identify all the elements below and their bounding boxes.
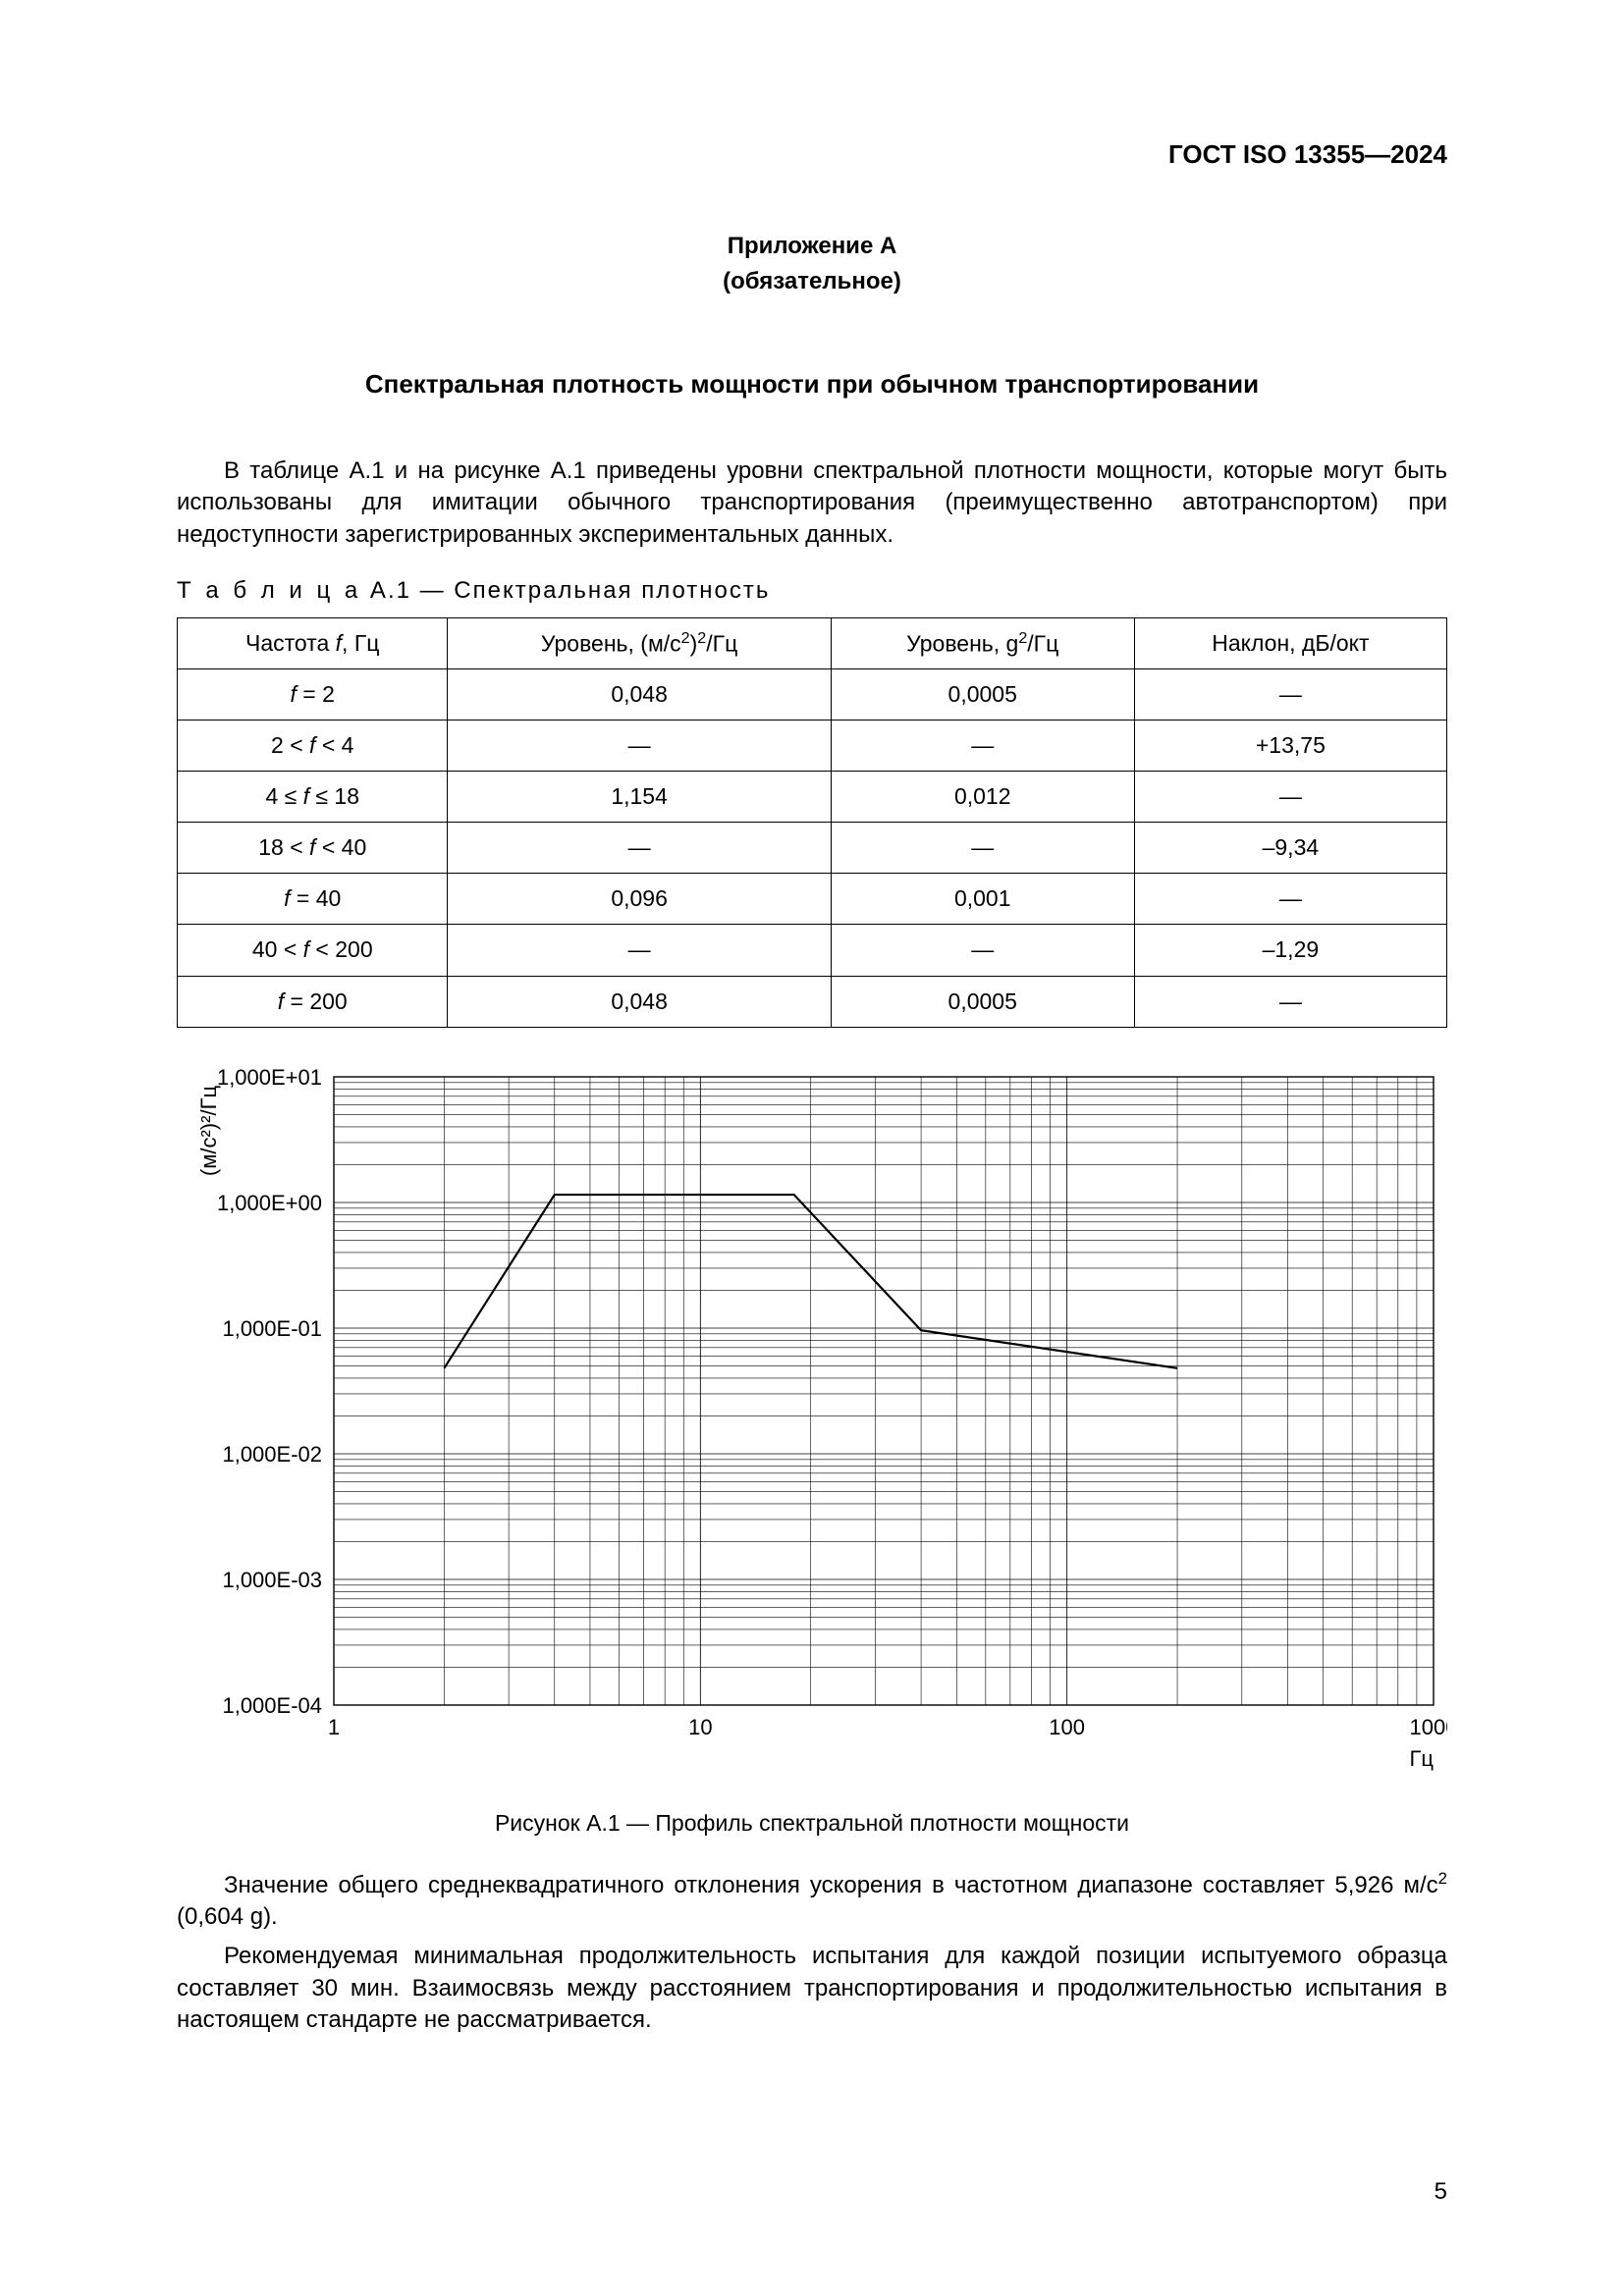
svg-text:1: 1 <box>328 1715 340 1739</box>
table-cell: 0,001 <box>831 874 1134 925</box>
table-cell: — <box>1134 772 1446 823</box>
table-cell: 4 ≤ f ≤ 18 <box>178 772 448 823</box>
svg-text:1,000E+01: 1,000E+01 <box>217 1067 322 1090</box>
section-title: Спектральная плотность мощности при обыч… <box>177 367 1447 401</box>
svg-text:1,000E-04: 1,000E-04 <box>222 1693 322 1718</box>
table-cell: –1,29 <box>1134 925 1446 976</box>
table-cell: 2 < f < 4 <box>178 721 448 772</box>
appendix-status: (обязательное) <box>177 266 1447 297</box>
table-body: f = 20,0480,0005—2 < f < 4——+13,754 ≤ f … <box>178 669 1447 1027</box>
table-header-row: Частота f, ГцУровень, (м/с2)2/ГцУровень,… <box>178 617 1447 669</box>
table-cell: — <box>831 823 1134 874</box>
table-cell: — <box>1134 976 1446 1027</box>
table-cell: –9,34 <box>1134 823 1446 874</box>
table-cell: 0,0005 <box>831 669 1134 721</box>
table-cell: 18 < f < 40 <box>178 823 448 874</box>
closing-paragraph-1: Значение общего среднеквадратичного откл… <box>177 1868 1447 1934</box>
table-cell: — <box>448 925 831 976</box>
svg-text:Гц: Гц <box>1409 1746 1434 1771</box>
table-cell: — <box>1134 669 1446 721</box>
table-cell: 0,048 <box>448 669 831 721</box>
table-row: 40 < f < 200——–1,29 <box>178 925 1447 976</box>
table-cell: — <box>831 721 1134 772</box>
intro-paragraph: В таблице А.1 и на рисунке А.1 приведены… <box>177 455 1447 551</box>
table-header-cell: Уровень, g2/Гц <box>831 617 1134 669</box>
table-cell: +13,75 <box>1134 721 1446 772</box>
document-code: ГОСТ ISO 13355—2024 <box>177 137 1447 172</box>
table-cell: — <box>448 823 831 874</box>
table-cell: 1,154 <box>448 772 831 823</box>
table-cell: f = 200 <box>178 976 448 1027</box>
svg-text:1,000E-03: 1,000E-03 <box>222 1568 322 1592</box>
table-row: 2 < f < 4——+13,75 <box>178 721 1447 772</box>
table-cell: — <box>1134 874 1446 925</box>
table-cell: — <box>831 925 1134 976</box>
svg-text:1000: 1000 <box>1410 1715 1447 1739</box>
table-header-cell: Наклон, дБ/окт <box>1134 617 1446 669</box>
table-caption-prefix: Т а б л и ц а <box>177 577 361 604</box>
svg-text:1,000E-01: 1,000E-01 <box>222 1316 322 1341</box>
svg-text:100: 100 <box>1049 1715 1085 1739</box>
table-header-cell: Уровень, (м/с2)2/Гц <box>448 617 831 669</box>
table-cell: f = 2 <box>178 669 448 721</box>
table-cell: 0,0005 <box>831 976 1134 1027</box>
spectral-density-table: Частота f, ГцУровень, (м/с2)2/ГцУровень,… <box>177 617 1447 1028</box>
table-row: 4 ≤ f ≤ 181,1540,012— <box>178 772 1447 823</box>
table-row: f = 20,0480,0005— <box>178 669 1447 721</box>
figure-caption: Рисунок А.1 — Профиль спектральной плотн… <box>177 1808 1447 1839</box>
table-cell: 0,048 <box>448 976 831 1027</box>
svg-text:10: 10 <box>688 1715 712 1739</box>
table-cell: f = 40 <box>178 874 448 925</box>
table-cell: 40 < f < 200 <box>178 925 448 976</box>
psd-chart-svg: 1,000E-04 1,000E-03 1,000E-02 1,000E-01 1,00… <box>177 1067 1447 1774</box>
table-row: f = 400,0960,001— <box>178 874 1447 925</box>
svg-text:1,000E-02: 1,000E-02 <box>222 1442 322 1467</box>
svg-text:(м/с²)²/Гц: (м/с²)²/Гц <box>196 1085 221 1176</box>
svg-text:1,000E+00: 1,000E+00 <box>217 1191 322 1215</box>
page-number: 5 <box>1435 2176 1447 2208</box>
table-cell: — <box>448 721 831 772</box>
table-header-cell: Частота f, Гц <box>178 617 448 669</box>
closing-paragraph-2: Рекомендуемая минимальная продолжительно… <box>177 1941 1447 2036</box>
appendix-label: Приложение А <box>177 231 1447 262</box>
table-cell: 0,012 <box>831 772 1134 823</box>
psd-chart: 1,000E-04 1,000E-03 1,000E-02 1,000E-01 1,00… <box>177 1067 1447 1774</box>
table-cell: 0,096 <box>448 874 831 925</box>
table-row: 18 < f < 40——–9,34 <box>178 823 1447 874</box>
page: ГОСТ ISO 13355—2024 Приложение А (обязат… <box>0 0 1624 2296</box>
table-caption: Т а б л и ц а А.1 — Спектральная плотнос… <box>177 575 1447 607</box>
table-row: f = 2000,0480,0005— <box>178 976 1447 1027</box>
table-caption-rest: А.1 — Спектральная плотность <box>361 577 770 604</box>
